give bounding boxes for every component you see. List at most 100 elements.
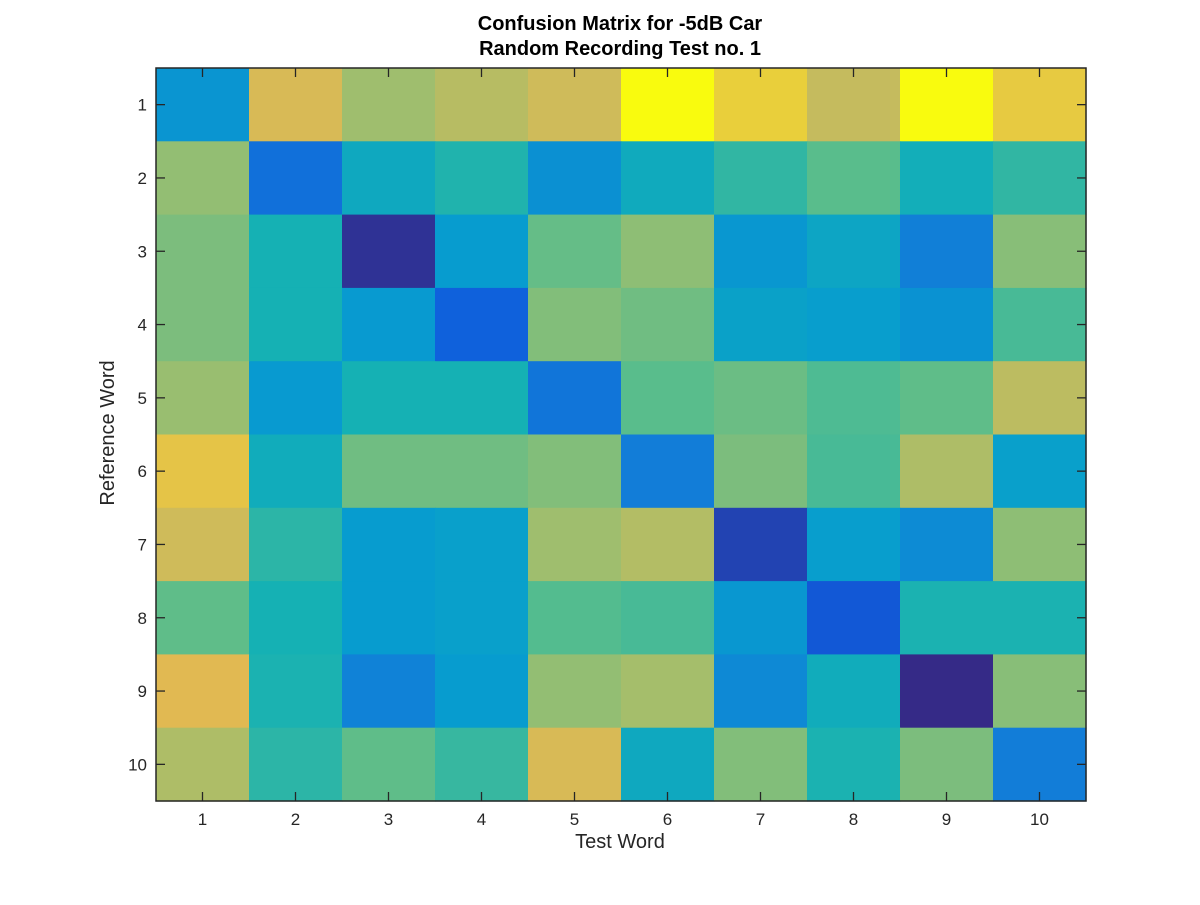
- heatmap-cell-r8-c2: [249, 581, 343, 655]
- heatmap-cell-r5-c6: [621, 361, 715, 436]
- heatmap-cell-r5-c2: [249, 361, 343, 436]
- heatmap-cell-r3-c2: [249, 214, 343, 289]
- y-tick-label-4: 4: [138, 316, 147, 335]
- heatmap-cell-r5-c8: [807, 361, 901, 436]
- heatmap-cell-r5-c9: [900, 361, 994, 436]
- heatmap-cell-r7-c3: [342, 507, 436, 582]
- x-axis-label: Test Word: [575, 831, 665, 853]
- heatmap-cell-r1-c5: [528, 68, 622, 142]
- heatmap-cell-r2-c5: [528, 141, 622, 216]
- chart-title-line-2: Random Recording Test no. 1: [479, 38, 761, 60]
- heatmap-cell-r8-c7: [714, 581, 808, 655]
- heatmap-cell-r10-c2: [249, 727, 343, 802]
- heatmap-cell-r8-c6: [621, 581, 715, 655]
- heatmap-cell-r1-c9: [900, 68, 994, 142]
- heatmap-cell-r7-c8: [807, 507, 901, 582]
- heatmap-cell-r10-c1: [156, 727, 250, 802]
- chart-title-line-1: Confusion Matrix for -5dB Car: [478, 13, 763, 35]
- heatmap-cell-r1-c1: [156, 68, 250, 142]
- y-tick-label-10: 10: [128, 755, 147, 774]
- heatmap-cell-r8-c1: [156, 581, 250, 655]
- heatmap-cell-r7-c4: [435, 507, 529, 582]
- heatmap-cells: [156, 68, 1087, 802]
- heatmap-cell-r6-c6: [621, 434, 715, 509]
- y-tick-label-9: 9: [138, 682, 147, 701]
- heatmap-cell-r3-c1: [156, 214, 250, 289]
- heatmap-cell-r9-c8: [807, 654, 901, 729]
- heatmap-cell-r4-c7: [714, 287, 808, 362]
- heatmap-cell-r8-c3: [342, 581, 436, 655]
- heatmap-cell-r2-c10: [993, 141, 1087, 216]
- heatmap-cell-r5-c7: [714, 361, 808, 436]
- heatmap-cell-r4-c4: [435, 287, 529, 362]
- heatmap-cell-r2-c4: [435, 141, 529, 216]
- x-tick-labels: 1 2 3 4 5 6 7 8 9 10: [198, 810, 1049, 829]
- heatmap-cell-r8-c9: [900, 581, 994, 655]
- heatmap-cell-r8-c10: [993, 581, 1087, 655]
- x-tick-label-10: 10: [1030, 810, 1049, 829]
- heatmap-cell-r10-c8: [807, 727, 901, 802]
- heatmap-cell-r10-c6: [621, 727, 715, 802]
- heatmap-cell-r3-c3: [342, 214, 436, 289]
- heatmap-cell-r6-c8: [807, 434, 901, 509]
- heatmap-cell-r6-c4: [435, 434, 529, 509]
- heatmap-cell-r2-c3: [342, 141, 436, 216]
- heatmap-cell-r4-c6: [621, 287, 715, 362]
- heatmap-cell-r7-c6: [621, 507, 715, 582]
- heatmap-cell-r6-c1: [156, 434, 250, 509]
- heatmap-cell-r7-c5: [528, 507, 622, 582]
- heatmap-cell-r2-c8: [807, 141, 901, 216]
- heatmap-cell-r3-c4: [435, 214, 529, 289]
- x-tick-label-5: 5: [570, 810, 579, 829]
- heatmap-cell-r9-c6: [621, 654, 715, 729]
- x-tick-label-3: 3: [384, 810, 393, 829]
- heatmap-cell-r5-c5: [528, 361, 622, 436]
- heatmap-cell-r2-c2: [249, 141, 343, 216]
- heatmap-cell-r4-c9: [900, 287, 994, 362]
- plot-frame: [155, 67, 1087, 802]
- heatmap-cell-r4-c8: [807, 287, 901, 362]
- y-tick-label-7: 7: [138, 535, 147, 554]
- heatmap-cell-r1-c2: [249, 68, 343, 142]
- y-tick-label-8: 8: [138, 609, 147, 628]
- heatmap-cell-r8-c8: [807, 581, 901, 655]
- heatmap-cell-r3-c5: [528, 214, 622, 289]
- heatmap-cell-r1-c8: [807, 68, 901, 142]
- heatmap-cell-r7-c2: [249, 507, 343, 582]
- heatmap-cell-r6-c9: [900, 434, 994, 509]
- heatmap-cell-r1-c3: [342, 68, 436, 142]
- heatmap-cell-r3-c10: [993, 214, 1087, 289]
- heatmap-cell-r4-c5: [528, 287, 622, 362]
- x-tick-label-2: 2: [291, 810, 300, 829]
- heatmap-cell-r2-c6: [621, 141, 715, 216]
- x-tick-label-4: 4: [477, 810, 486, 829]
- heatmap-cell-r3-c8: [807, 214, 901, 289]
- heatmap-cell-r7-c10: [993, 507, 1087, 582]
- heatmap-cell-r9-c1: [156, 654, 250, 729]
- heatmap-cell-r4-c2: [249, 287, 343, 362]
- heatmap-cell-r1-c10: [993, 68, 1087, 142]
- heatmap-cell-r10-c4: [435, 727, 529, 802]
- heatmap-cell-r4-c10: [993, 287, 1087, 362]
- heatmap-cell-r1-c6: [621, 68, 715, 142]
- heatmap-cell-r5-c1: [156, 361, 250, 436]
- heatmap-cell-r9-c9: [900, 654, 994, 729]
- y-tick-label-2: 2: [138, 169, 147, 188]
- heatmap-cell-r6-c7: [714, 434, 808, 509]
- y-tick-label-1: 1: [138, 96, 147, 115]
- axis-ticks: [156, 68, 1086, 801]
- heatmap-cell-r2-c1: [156, 141, 250, 216]
- heatmap-cell-r6-c2: [249, 434, 343, 509]
- heatmap-cell-r6-c5: [528, 434, 622, 509]
- heatmap-cell-r9-c4: [435, 654, 529, 729]
- heatmap-cell-r9-c3: [342, 654, 436, 729]
- heatmap-cell-r9-c2: [249, 654, 343, 729]
- heatmap-cell-r3-c6: [621, 214, 715, 289]
- heatmap-cell-r7-c7: [714, 507, 808, 582]
- heatmap-cell-r9-c7: [714, 654, 808, 729]
- x-tick-label-1: 1: [198, 810, 207, 829]
- heatmap-cell-r2-c7: [714, 141, 808, 216]
- y-tick-label-6: 6: [138, 462, 147, 481]
- heatmap-cell-r9-c10: [993, 654, 1087, 729]
